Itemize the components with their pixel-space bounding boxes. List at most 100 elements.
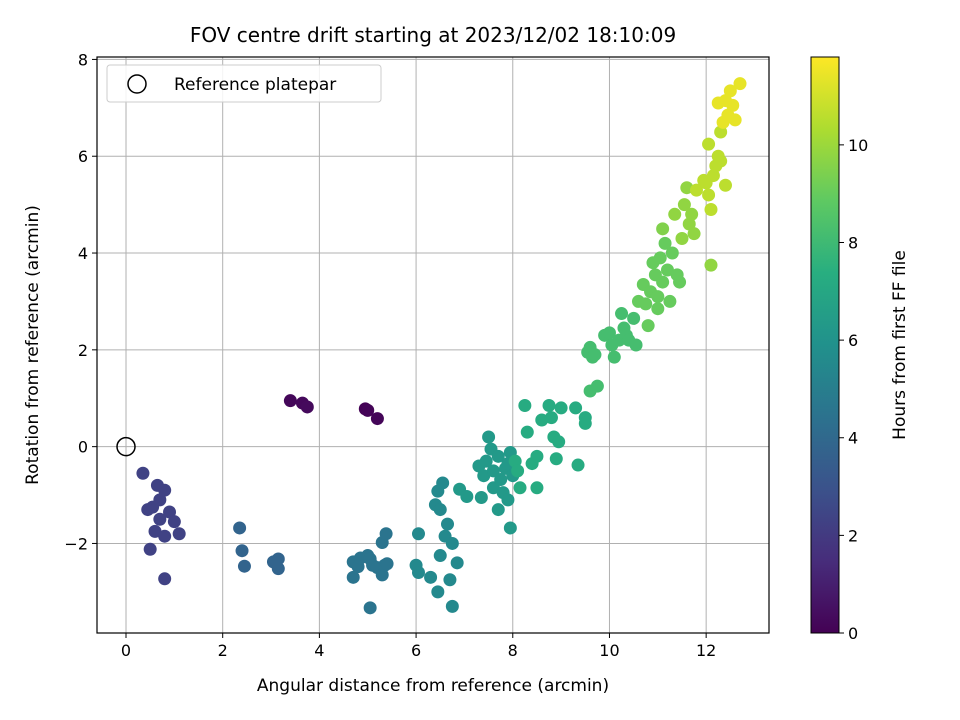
data-point xyxy=(660,263,674,277)
data-point xyxy=(588,348,602,362)
data-point xyxy=(651,290,665,304)
colorbar-tick-label: 2 xyxy=(848,526,858,545)
chart-title: FOV centre drift starting at 2023/12/02 … xyxy=(190,23,676,47)
data-point xyxy=(153,512,167,526)
data-point xyxy=(702,137,716,151)
data-point xyxy=(136,466,150,480)
x-tick-label: 8 xyxy=(508,641,518,660)
data-point xyxy=(677,198,691,212)
data-point xyxy=(552,435,566,449)
data-point xyxy=(433,549,447,563)
colorbar-tick-label: 8 xyxy=(848,233,858,252)
data-point xyxy=(363,601,377,615)
colorbar-ticks: 0 2 4 6 8 10 xyxy=(839,136,868,643)
data-point xyxy=(554,401,568,415)
data-point xyxy=(629,338,643,352)
data-point xyxy=(361,403,375,417)
data-point xyxy=(615,307,629,321)
data-point xyxy=(482,430,496,444)
data-point xyxy=(233,521,247,535)
data-point xyxy=(728,113,742,127)
data-point xyxy=(474,490,488,504)
data-point xyxy=(411,527,425,541)
data-point xyxy=(687,227,701,241)
x-axis-label: Angular distance from reference (arcmin) xyxy=(257,676,609,696)
legend-box xyxy=(106,64,382,103)
data-point xyxy=(714,154,728,168)
data-point xyxy=(163,505,177,519)
data-point xyxy=(503,521,517,535)
data-point xyxy=(542,399,556,413)
data-point xyxy=(346,570,360,584)
data-point xyxy=(544,411,558,425)
colorbar-tick-label: 6 xyxy=(848,331,858,350)
data-point xyxy=(656,275,670,289)
data-point xyxy=(607,350,621,364)
data-point xyxy=(300,400,314,414)
data-point xyxy=(283,394,297,408)
data-point xyxy=(590,379,604,393)
data-point xyxy=(726,98,740,112)
data-point xyxy=(702,188,716,202)
data-point xyxy=(380,557,394,571)
data-point xyxy=(424,570,438,584)
data-point xyxy=(486,464,500,478)
y-tick-label: 4 xyxy=(78,244,88,263)
data-point xyxy=(167,515,181,529)
x-tick-label: 12 xyxy=(696,641,716,660)
data-point xyxy=(530,449,544,463)
data-point xyxy=(491,449,505,463)
legend-marker-circle xyxy=(127,74,147,94)
data-point xyxy=(501,493,515,507)
data-point xyxy=(436,476,450,490)
data-point xyxy=(704,258,718,272)
data-point xyxy=(370,412,384,426)
data-point xyxy=(477,469,491,483)
x-axis-ticks: 0 2 4 6 8 10 12 xyxy=(121,633,716,660)
plot-frame xyxy=(96,56,770,634)
data-point xyxy=(141,503,155,517)
colorbar-label: Hours from first FF file xyxy=(890,250,910,440)
data-point xyxy=(627,311,641,325)
data-point xyxy=(685,207,699,221)
y-axis-label: Rotation from reference (arcmin) xyxy=(23,205,43,485)
data-point xyxy=(651,302,665,316)
x-tick-label: 4 xyxy=(314,641,324,660)
data-point xyxy=(673,275,687,289)
data-point xyxy=(513,481,527,495)
grid-lines xyxy=(97,57,769,633)
x-tick-label: 6 xyxy=(411,641,421,660)
legend: Reference platepar xyxy=(106,64,382,103)
data-point xyxy=(653,251,667,265)
data-point xyxy=(143,542,157,556)
data-point xyxy=(569,401,583,415)
data-point xyxy=(665,246,679,260)
data-point xyxy=(704,202,718,216)
colorbar: 0 2 4 6 8 10 Hours from first FF file xyxy=(810,56,910,643)
x-tick-label: 2 xyxy=(218,641,228,660)
data-point xyxy=(443,573,457,587)
data-point xyxy=(602,326,616,340)
data-point xyxy=(445,599,459,613)
data-point xyxy=(148,524,162,538)
data-point xyxy=(445,536,459,550)
colorbar-tick-label: 10 xyxy=(848,136,868,155)
data-point xyxy=(689,183,703,197)
data-point xyxy=(431,585,445,599)
data-point xyxy=(663,294,677,308)
x-tick-label: 0 xyxy=(121,641,131,660)
data-point xyxy=(518,399,532,413)
data-point xyxy=(520,425,534,439)
data-point xyxy=(450,556,464,570)
data-point xyxy=(158,572,172,586)
data-point xyxy=(158,529,172,543)
data-point xyxy=(675,232,689,246)
data-point xyxy=(733,77,747,91)
data-point xyxy=(723,84,737,98)
data-point xyxy=(668,207,682,221)
data-point xyxy=(658,236,672,250)
data-point xyxy=(237,559,251,573)
data-point xyxy=(172,527,186,541)
data-point xyxy=(491,503,505,517)
